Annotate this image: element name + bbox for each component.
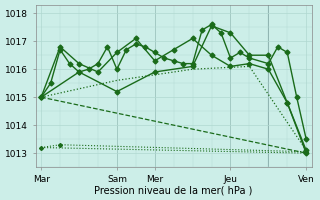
X-axis label: Pression niveau de la mer( hPa ): Pression niveau de la mer( hPa )	[94, 185, 253, 195]
